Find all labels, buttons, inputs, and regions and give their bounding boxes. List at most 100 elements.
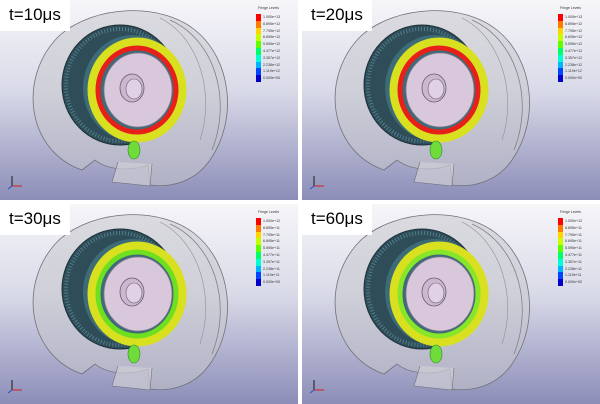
legend-swatch [256,218,261,225]
legend-swatch [558,27,563,35]
legend-swatch [256,279,261,286]
stress-band-outer [87,37,187,143]
legend-value: 6.695e+11 [565,239,582,244]
legend-value: 5.595e+12 [263,42,281,47]
stress-ring [397,249,481,339]
simulation-panel-1: t=10μs Fringe Levels 1.000e+13 8.895e+12 7… [0,0,298,200]
stress-ring [95,249,179,339]
xyz-axis-triad-icon [8,176,22,190]
legend-swatch [256,61,261,69]
xyz-axis-triad-icon [310,380,324,394]
legend-value: 1.000e+13 [263,15,281,19]
legend-value: 2.238e+12 [565,62,583,67]
legend-swatch [256,258,261,266]
housing-slot [413,365,455,391]
housing-rim [471,223,523,355]
legend-value: 2.238e+11 [565,266,582,271]
stress-band-outer [389,241,489,347]
legend-colorbar [256,218,261,286]
stress-band-outer [389,37,489,143]
legend-values: 1.000e+12 8.895e+11 7.795e+11 6.695e+11 5.59… [565,218,582,286]
legend-value: 3.357e+11 [565,259,582,264]
legend-swatch [256,47,261,55]
simulation-panel-4: t=60μs Fringe Levels 1.000e+12 8.895e+11 7… [302,204,600,404]
time-label: t=30μs [0,204,70,235]
legend-value: 7.795e+12 [263,28,281,33]
legend-title: Fringe Levels [258,6,280,10]
legend-swatch [558,265,563,273]
legend-value: 6.695e+12 [565,35,583,40]
legend-swatch [256,34,261,42]
housing-slot [111,161,153,187]
simulation-render [334,214,530,391]
legend-swatch [558,14,563,21]
legend-swatch [558,279,563,286]
legend-value: 4.477e+11 [565,252,582,257]
legend-swatch [558,258,563,266]
legend-values: 1.000e+12 8.895e+11 7.795e+11 6.695e+11 5.59… [263,218,280,286]
contact-patch [429,140,443,160]
legend-swatch [256,20,261,28]
housing-rim-inner [461,17,508,141]
legend-swatch [558,75,563,82]
legend-swatch [256,224,261,232]
legend-swatch [558,224,563,232]
legend-value: 0.000e+00 [565,280,583,285]
housing-rim [169,19,221,151]
legend-colorbar [558,14,563,82]
legend-value: 1.119e+12 [565,69,582,74]
legend-colorbar [256,14,261,82]
contact-patch [429,344,443,364]
stress-ring [397,45,481,135]
legend-value: 0.000e+00 [565,76,583,81]
legend-title: Fringe Levels [560,210,582,214]
legend-value: 1.119e+12 [263,69,280,74]
contact-patch [127,140,141,160]
legend-value: 0.000e+00 [263,76,281,81]
housing-rim-inner [159,221,206,345]
legend-swatch [558,251,563,259]
legend-swatch [256,14,261,21]
legend-colorbar [558,218,563,286]
legend-swatch [256,265,261,273]
legend-value: 2.238e+12 [263,62,281,67]
legend-swatch [558,41,563,48]
simulation-render [32,214,228,391]
legend-value: 1.000e+13 [565,15,583,19]
legend-swatch [558,20,563,28]
legend-value: 7.795e+12 [565,28,583,33]
legend-title: Fringe Levels [258,210,280,214]
legend-value: 6.695e+12 [263,35,281,40]
simulation-panel-2: t=20μs Fringe Levels 1.000e+13 8.895e+12 7… [302,0,600,200]
legend-values: 1.000e+13 8.895e+12 7.795e+12 6.695e+12 5.59… [263,14,280,82]
legend-swatch [256,272,261,280]
legend-value: 1.000e+12 [263,219,281,223]
legend-value: 3.357e+11 [263,259,280,264]
legend-value: 1.119e+11 [565,273,582,278]
legend-swatch [256,27,261,35]
legend-swatch [558,231,563,239]
fringe-legend: Fringe Levels 1.000e+13 8.895e+12 7.795e+1… [250,6,296,84]
housing-rim-inner [159,17,206,141]
legend-value: 7.795e+11 [263,232,280,237]
legend-swatch [256,41,261,48]
time-label: t=10μs [0,0,70,31]
legend-swatch [558,272,563,280]
legend-title: Fringe Levels [560,6,582,10]
wheel-hub-inner [125,282,143,304]
legend-value: 8.895e+11 [565,225,582,230]
legend-swatch [256,251,261,259]
legend-swatch [256,75,261,82]
legend-value: 4.477e+12 [565,48,583,53]
legend-value: 4.477e+11 [263,252,280,257]
contact-patch [127,344,141,364]
legend-value: 8.895e+12 [565,21,583,26]
time-label: t=20μs [302,0,372,31]
legend-value: 2.238e+11 [263,266,280,271]
legend-swatch [558,218,563,225]
legend-value: 7.795e+11 [565,232,582,237]
stress-ring [95,45,179,135]
legend-swatch [558,54,563,62]
legend-swatch [558,245,563,252]
legend-value: 5.595e+12 [565,42,583,47]
